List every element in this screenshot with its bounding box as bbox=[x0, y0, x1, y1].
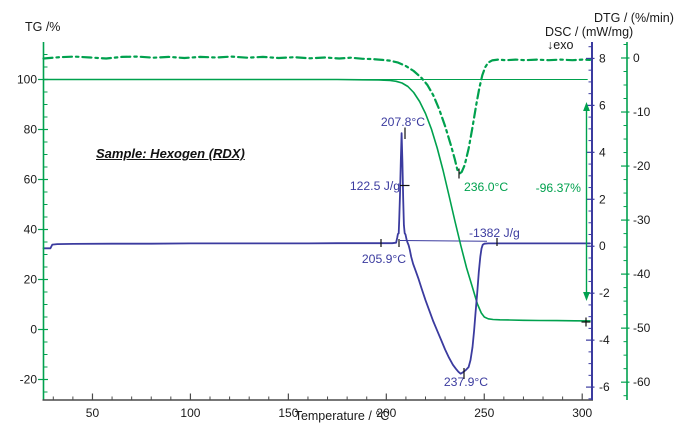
tg-tick-label: 40 bbox=[24, 223, 38, 237]
dtg-tick-label: -50 bbox=[633, 321, 651, 335]
dtg-tick-label: -30 bbox=[633, 213, 651, 227]
dtg-tick-label: -20 bbox=[633, 159, 651, 173]
dsc-integration-baseline bbox=[399, 240, 488, 242]
dsc-tick-label: 4 bbox=[599, 145, 606, 159]
curve-dtg bbox=[42, 55, 592, 175]
melt-enthalpy-label: 122.5 J/g bbox=[350, 179, 400, 193]
dsc-tick-label: 6 bbox=[599, 98, 606, 112]
dsc-tick-label: 0 bbox=[599, 239, 606, 253]
x-tick-label: 100 bbox=[180, 406, 200, 420]
dtg-tick-label: 0 bbox=[633, 51, 640, 65]
tg-tick-label: 100 bbox=[17, 73, 37, 87]
curve-dsc bbox=[42, 132, 591, 375]
exo-direction-label: ↓exo bbox=[547, 38, 574, 52]
dtg-tick-label: -10 bbox=[633, 105, 651, 119]
dsc-tick-label: -2 bbox=[599, 286, 610, 300]
dtg-tick-label: -40 bbox=[633, 267, 651, 281]
melt-onset-temp-label: 205.9°C bbox=[362, 252, 406, 266]
tg-axis-title: TG /% bbox=[25, 20, 61, 34]
dsc-tick-label: -6 bbox=[599, 380, 610, 394]
dtg-tick-label: -60 bbox=[633, 375, 651, 389]
tg-tick-label: 60 bbox=[24, 173, 38, 187]
curve-tg bbox=[42, 78, 591, 322]
tg-tick-label: 80 bbox=[24, 123, 38, 137]
tg-tick-label: -20 bbox=[20, 373, 38, 387]
x-tick-label: 300 bbox=[572, 406, 592, 420]
exo-enthalpy-label: -1382 J/g bbox=[469, 226, 520, 240]
melt-peak-temp-label: 207.8°C bbox=[381, 115, 425, 129]
x-tick-label: 50 bbox=[86, 406, 100, 420]
dsc-tick-label: -4 bbox=[599, 333, 610, 347]
tg-tick-label: 20 bbox=[24, 273, 38, 287]
x-axis-title: Temperature / °C bbox=[294, 409, 390, 423]
dtg-peak-temp-label: 236.0°C bbox=[464, 180, 508, 194]
x-tick-label: 150 bbox=[278, 406, 298, 420]
exo-peak-temp-label: 237.9°C bbox=[444, 375, 488, 389]
tg-tick-label: 0 bbox=[30, 323, 37, 337]
mass-change-arrow-head-up bbox=[583, 102, 590, 111]
dsc-tick-label: 2 bbox=[599, 192, 606, 206]
x-tick-label: 250 bbox=[474, 406, 494, 420]
dsc-tick-label: 8 bbox=[599, 51, 606, 65]
mass-loss-label: -96.37% bbox=[536, 181, 582, 195]
mass-change-arrow-head-down bbox=[583, 292, 590, 301]
dtg-axis-title: DTG / (%/min) bbox=[594, 11, 674, 25]
sample-name-label: Sample: Hexogen (RDX) bbox=[96, 146, 245, 161]
dsc-axis-title: DSC / (mW/mg) bbox=[545, 25, 634, 39]
x-tick-label: 200 bbox=[376, 406, 396, 420]
